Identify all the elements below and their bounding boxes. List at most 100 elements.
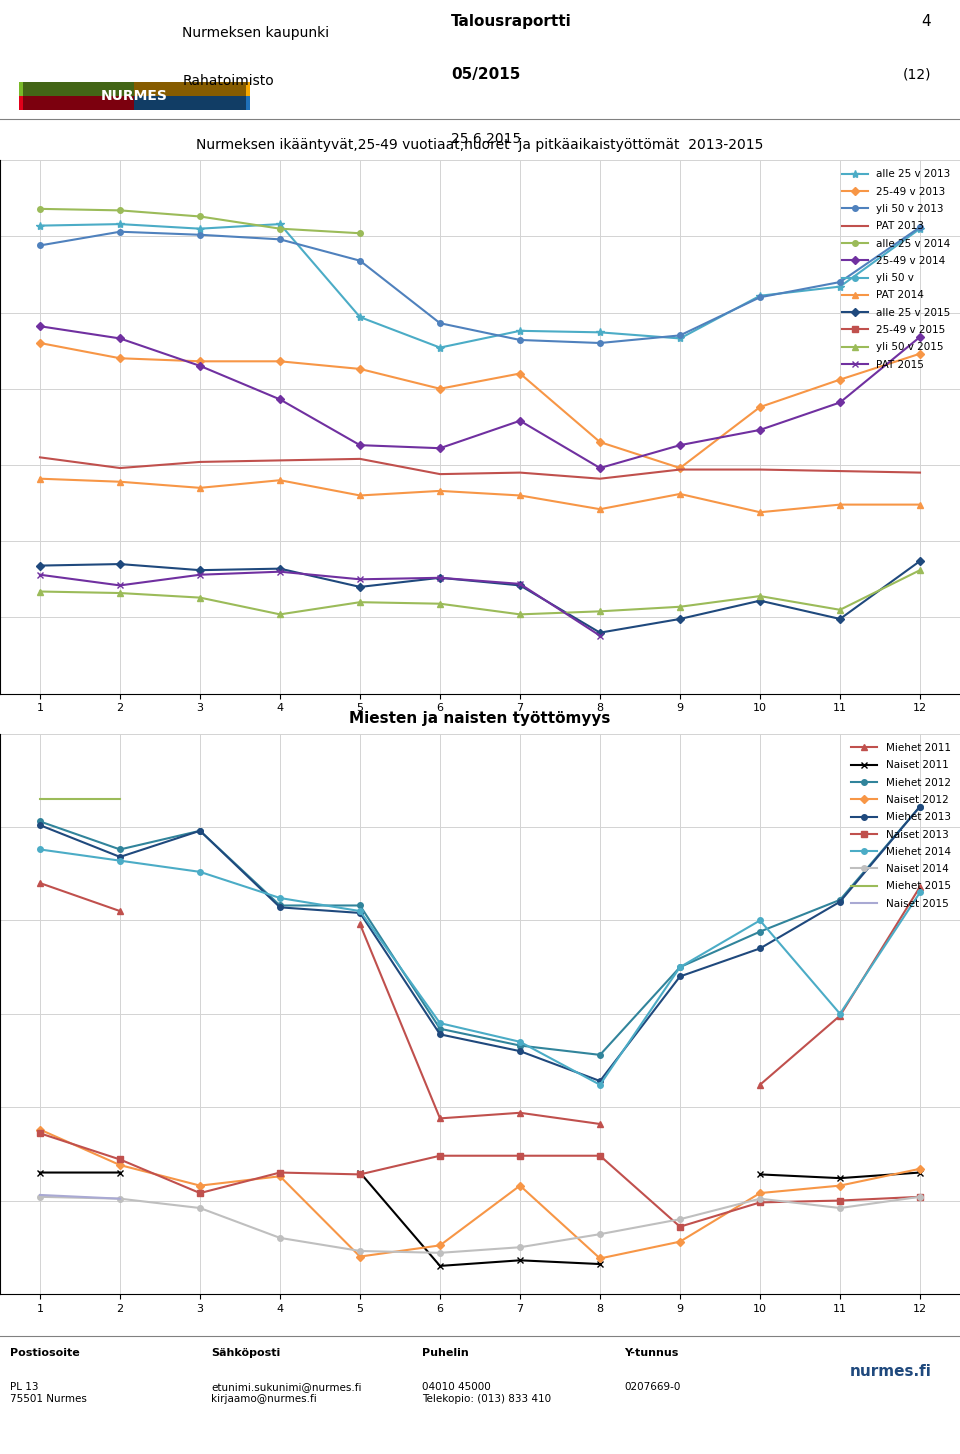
Naiset 2011 — [35, 1163, 46, 1181]
Text: Nurmeksen kaupunki: Nurmeksen kaupunki — [182, 26, 329, 41]
Text: (12): (12) — [902, 67, 931, 81]
Naiset 2014 — [114, 1189, 126, 1207]
yli 50 v 2015 — [594, 602, 606, 619]
Naiset 2011 — [594, 1255, 606, 1272]
25-49 v 2014 — [834, 394, 846, 411]
Miehet 2012 — [674, 958, 685, 976]
25-49 v 2014 — [354, 436, 366, 454]
25-49 v 2014 — [194, 358, 205, 375]
Line: alle 25 v 2015: alle 25 v 2015 — [37, 558, 923, 635]
Bar — [19, 81, 134, 96]
Miehet 2012 — [594, 1047, 606, 1064]
yli 50 v 2013 — [434, 314, 445, 332]
Naiset 2013 — [834, 1192, 846, 1210]
alle 25 v 2013 — [354, 308, 366, 326]
Miehet 2012 — [834, 891, 846, 909]
Naiset 2013 — [275, 1163, 286, 1181]
Line: yli 50 v 2015: yli 50 v 2015 — [37, 567, 923, 616]
25-49 v 2014 — [674, 436, 685, 454]
Text: PL 13
75501 Nurmes: PL 13 75501 Nurmes — [10, 1381, 86, 1403]
PAT 2013 — [35, 449, 46, 467]
Miehet 2014 — [834, 1005, 846, 1022]
Line: PAT 2013: PAT 2013 — [40, 458, 920, 478]
Line: Miehet 2013: Miehet 2013 — [37, 804, 923, 1083]
PAT 2014 — [35, 470, 46, 487]
Naiset 2012 — [434, 1237, 445, 1255]
PAT 2014 — [594, 500, 606, 518]
PAT 2013 — [594, 470, 606, 487]
alle 25 v 2013 — [914, 220, 925, 237]
Naiset 2014 — [594, 1226, 606, 1243]
yli 50 v 2013 — [194, 225, 205, 243]
Line: 25-49 v 2013: 25-49 v 2013 — [37, 340, 923, 471]
yli 50 v 2015 — [35, 583, 46, 601]
Miehet 2013 — [834, 893, 846, 910]
Naiset 2014 — [834, 1200, 846, 1217]
Naiset 2014 — [354, 1242, 366, 1259]
PAT 2014 — [755, 503, 766, 521]
Naiset 2013 — [755, 1194, 766, 1211]
alle 25 v 2013 — [834, 278, 846, 295]
alle 25 v 2013 — [275, 215, 286, 233]
Text: NURMES: NURMES — [101, 89, 168, 103]
PAT 2015 — [354, 570, 366, 587]
yli 50 v 2013 — [354, 252, 366, 269]
Miehet 2012 — [914, 798, 925, 816]
25-49 v 2013 — [275, 352, 286, 369]
alle 25 v 2013 — [515, 323, 526, 340]
Miehet 2014 — [755, 912, 766, 929]
Bar — [134, 96, 250, 111]
alle 25 v 2014 — [35, 201, 46, 218]
PAT 2015 — [114, 577, 126, 595]
Naiset 2012 — [914, 1160, 925, 1178]
alle 25 v 2014 — [354, 224, 366, 241]
Miehet 2012 — [434, 1021, 445, 1038]
Naiset 2014 — [914, 1188, 925, 1205]
yli 50 v 2015 — [114, 585, 126, 602]
alle 25 v 2013 — [594, 324, 606, 342]
Naiset 2014 — [515, 1239, 526, 1256]
yli 50 v 2015 — [434, 595, 445, 612]
Miehet 2012 — [275, 897, 286, 915]
25-49 v 2013 — [515, 365, 526, 382]
yli 50 v 2013 — [515, 332, 526, 349]
Miehet 2013 — [914, 798, 925, 816]
alle 25 v 2015 — [515, 577, 526, 595]
alle 25 v 2015 — [35, 557, 46, 574]
25-49 v 2014 — [755, 422, 766, 439]
PAT 2013 — [114, 459, 126, 477]
Naiset 2012 — [674, 1233, 685, 1250]
alle 25 v 2015 — [914, 553, 925, 570]
Bar — [23, 81, 246, 111]
25-49 v 2014 — [114, 330, 126, 348]
25-49 v 2013 — [834, 371, 846, 388]
Miehet 2013 — [434, 1025, 445, 1043]
25-49 v 2014 — [35, 317, 46, 334]
Miehet 2011 — [834, 1008, 846, 1025]
Miehet 2015 — [35, 791, 46, 808]
PAT 2014 — [914, 496, 925, 513]
Naiset 2011 — [114, 1163, 126, 1181]
PAT 2015 — [35, 566, 46, 583]
Naiset 2013 — [914, 1188, 925, 1205]
Naiset 2012 — [515, 1176, 526, 1194]
PAT 2014 — [674, 486, 685, 503]
Naiset 2012 — [114, 1156, 126, 1173]
Miehet 2011 — [434, 1109, 445, 1127]
Miehet 2014 — [594, 1076, 606, 1093]
alle 25 v 2015 — [354, 579, 366, 596]
Text: 4: 4 — [922, 15, 931, 29]
Line: Naiset 2011: Naiset 2011 — [36, 1169, 924, 1269]
Naiset 2013 — [194, 1185, 205, 1202]
Miehet 2012 — [194, 822, 205, 839]
PAT 2015 — [515, 576, 526, 593]
yli 50 v 2013 — [275, 231, 286, 249]
25-49 v 2013 — [194, 352, 205, 369]
Line: PAT 2014: PAT 2014 — [37, 475, 923, 515]
Miehet 2012 — [755, 923, 766, 941]
25-49 v 2013 — [594, 433, 606, 451]
Text: 05/2015: 05/2015 — [451, 67, 520, 83]
25-49 v 2013 — [114, 349, 126, 366]
Miehet 2011 — [114, 903, 126, 920]
Naiset 2013 — [434, 1147, 445, 1165]
